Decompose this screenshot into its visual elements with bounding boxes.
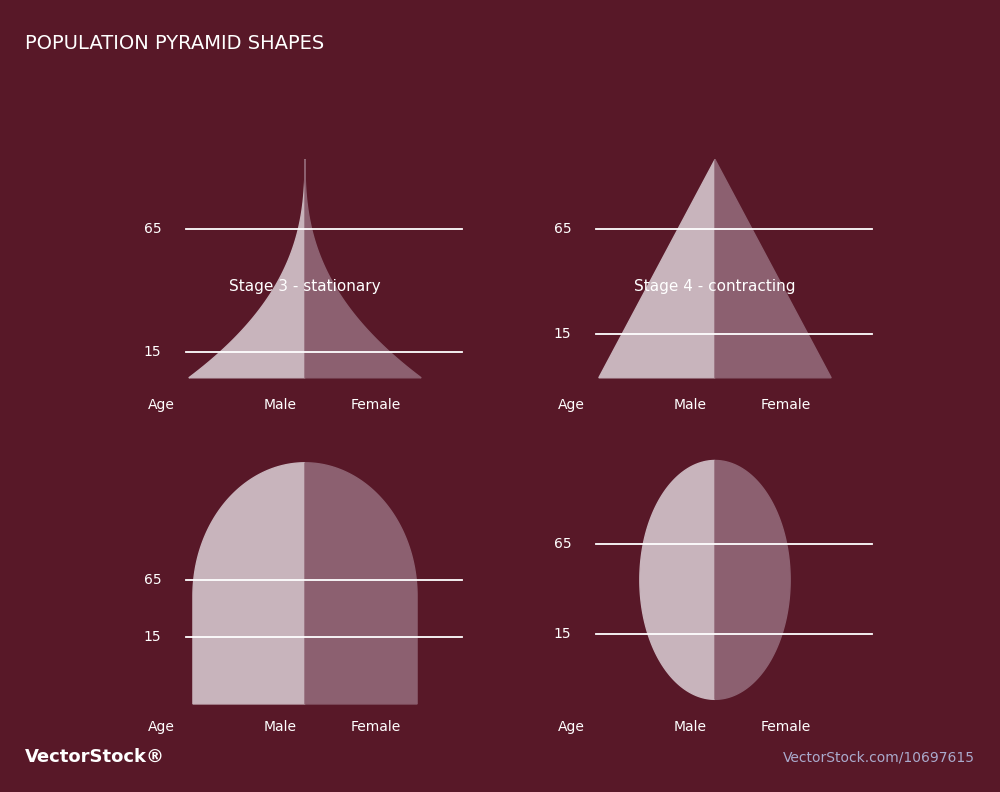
Polygon shape [189, 159, 305, 378]
Polygon shape [715, 159, 831, 378]
Text: 15: 15 [144, 630, 162, 644]
Text: Age: Age [558, 720, 585, 734]
Text: 15: 15 [554, 327, 572, 341]
Text: Age: Age [148, 720, 175, 734]
Text: Female: Female [351, 398, 401, 413]
Text: VectorStock®: VectorStock® [25, 748, 165, 766]
Text: 15: 15 [554, 626, 572, 641]
Text: Male: Male [674, 398, 707, 413]
Polygon shape [193, 463, 305, 704]
Text: Age: Age [558, 398, 585, 413]
Text: Female: Female [351, 720, 401, 734]
Text: VectorStock.com/10697615: VectorStock.com/10697615 [783, 750, 975, 764]
Text: Age: Age [148, 398, 175, 413]
Text: Stage 4 - contracting: Stage 4 - contracting [634, 279, 796, 294]
Polygon shape [715, 460, 790, 699]
Text: Male: Male [264, 720, 297, 734]
Text: Female: Female [761, 720, 811, 734]
Text: Stage 3 - stationary: Stage 3 - stationary [229, 279, 381, 294]
Text: 65: 65 [554, 537, 572, 551]
Text: 65: 65 [144, 223, 162, 236]
Polygon shape [305, 159, 421, 378]
Text: Female: Female [761, 398, 811, 413]
Text: POPULATION PYRAMID SHAPES: POPULATION PYRAMID SHAPES [25, 34, 324, 53]
Text: 65: 65 [144, 573, 162, 587]
Polygon shape [640, 460, 715, 699]
Text: Male: Male [264, 398, 297, 413]
Text: 15: 15 [144, 345, 162, 359]
Text: 65: 65 [554, 223, 572, 236]
Text: Male: Male [674, 720, 707, 734]
Polygon shape [305, 463, 417, 704]
Polygon shape [599, 159, 715, 378]
